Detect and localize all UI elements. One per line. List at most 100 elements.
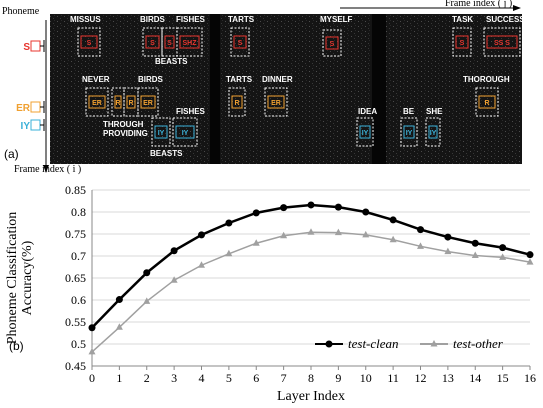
x-tick-label: 14: [469, 371, 481, 385]
inner-box: [114, 95, 122, 109]
phoneme-label: S: [23, 42, 30, 53]
word-label: BEASTS: [155, 57, 188, 66]
x-tick-label: 10: [360, 371, 372, 385]
x-tick-label: 12: [415, 371, 427, 385]
x-tick-label: 0: [89, 371, 95, 385]
x-tick-label: 9: [335, 371, 341, 385]
box-label: R: [115, 100, 120, 107]
point: [471, 239, 479, 247]
legend-marker: [430, 340, 438, 347]
x-tick-label: 4: [199, 371, 205, 385]
point: [417, 242, 424, 249]
box-label: S: [238, 40, 243, 47]
inner-box: [233, 35, 247, 49]
y-tick-label: 0.65: [65, 271, 86, 285]
box-label: S: [87, 40, 92, 47]
inner-box: [359, 125, 371, 139]
point: [252, 209, 260, 217]
point: [280, 231, 288, 239]
word-label: TASK: [452, 15, 473, 24]
panel-label: (b): [9, 339, 24, 353]
annotation-box: [264, 87, 288, 117]
x-tick-label: 2: [144, 371, 150, 385]
box-label: IY: [430, 130, 437, 137]
box-label: ER: [143, 100, 153, 107]
word-label: PROVIDING: [103, 129, 148, 138]
phoneme-box: [30, 101, 41, 113]
panel-label: (a): [4, 147, 19, 161]
box-label: ER: [271, 100, 281, 107]
annotation-box: [176, 27, 203, 57]
phoneme-box: [30, 119, 41, 131]
annotation-box: [425, 117, 441, 147]
word-label: THOROUGH: [463, 75, 510, 84]
annotation-box: [356, 117, 374, 147]
point: [362, 230, 370, 238]
word-label: IDEA: [358, 107, 377, 116]
x-tick-label: 11: [387, 371, 399, 385]
phoneme-box: [30, 40, 41, 52]
x-label-bottom: Frame index ( i ): [14, 164, 81, 175]
inner-box: [126, 95, 136, 109]
point: [225, 249, 233, 257]
point: [307, 201, 315, 209]
point: [526, 251, 534, 259]
heatmap-band: [210, 14, 220, 164]
annotation-box: [400, 117, 418, 147]
x-axis-label: Layer Index: [277, 389, 345, 404]
phoneme-label: IY: [21, 121, 31, 132]
series-line: [91, 231, 531, 353]
point: [389, 235, 397, 243]
x-tick-label: 8: [308, 371, 314, 385]
phoneme-label: ER: [16, 103, 31, 114]
x-tick-label: 1: [116, 371, 122, 385]
word-label: MYSELF: [320, 15, 353, 24]
x-tick-label: 16: [524, 371, 536, 385]
annotation-box: [137, 87, 159, 117]
point: [389, 216, 397, 224]
inner-box: [428, 125, 438, 139]
word-label: BE: [403, 107, 415, 116]
word-label: MISSUS: [70, 15, 101, 24]
x-tick-label: 7: [281, 371, 287, 385]
inner-box: [486, 35, 518, 49]
x-tick-label: 6: [253, 371, 259, 385]
point: [198, 231, 205, 239]
word-label: TARTS: [226, 75, 253, 84]
point: [334, 228, 342, 236]
point: [170, 276, 178, 283]
y-axis-label: Phoneme Classification Accuracy(%): [5, 211, 35, 345]
point: [444, 247, 452, 255]
point: [417, 226, 424, 234]
point: [198, 261, 205, 268]
inner-box: [478, 95, 496, 109]
point: [444, 233, 452, 241]
box-label: SS S: [494, 40, 510, 47]
inner-box: [179, 35, 200, 49]
annotation-box: [172, 117, 198, 147]
y-tick-label: 0.45: [65, 359, 86, 373]
word-label: BEASTS: [150, 149, 183, 158]
bracket: [40, 40, 45, 52]
point: [362, 208, 370, 216]
annotation-box: [230, 27, 250, 57]
annotation-box: [151, 117, 171, 147]
y-tick-label: 0.7: [71, 249, 86, 263]
box-label: IY: [362, 130, 369, 137]
point: [526, 258, 534, 265]
inner-box: [403, 125, 415, 139]
x-tick-label: 5: [226, 371, 232, 385]
point: [499, 253, 507, 260]
y-tick-label: 0.85: [65, 183, 86, 197]
annotation-box: [483, 27, 521, 57]
inner-box: [164, 35, 175, 49]
point: [170, 247, 178, 255]
word-label: BIRDS: [140, 15, 166, 24]
y-tick-label: 0.75: [65, 227, 86, 241]
legend-marker: [325, 340, 333, 348]
word-label: SHE: [426, 107, 443, 116]
y-tick-label: 0.5: [71, 337, 86, 351]
box-label: IY: [406, 130, 413, 137]
annotation-box: [452, 27, 472, 57]
